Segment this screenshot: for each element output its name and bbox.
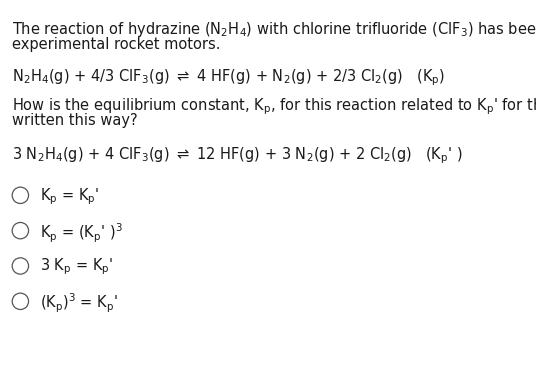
Text: How is the equilibrium constant, $\mathregular{K_p}$, for this reaction related : How is the equilibrium constant, $\mathr… [12, 97, 536, 117]
Text: 3 $\mathregular{N_2H_4}$(g) + 4 $\mathregular{ClF_3}$(g) $\rightleftharpoons$ 12: 3 $\mathregular{N_2H_4}$(g) + 4 $\mathre… [12, 145, 463, 166]
Text: written this way?: written this way? [12, 113, 137, 128]
Text: The reaction of hydrazine ($\mathregular{N_2H_4}$) with chlorine trifluoride ($\: The reaction of hydrazine ($\mathregular… [12, 20, 536, 39]
Text: $\mathregular{N_2H_4}$(g) + 4/3 $\mathregular{ClF_3}$(g) $\rightleftharpoons$ 4 : $\mathregular{N_2H_4}$(g) + 4/3 $\mathre… [12, 67, 445, 87]
Text: ($\mathregular{K_p}$)$^3$ = $\mathregular{K_p}$': ($\mathregular{K_p}$)$^3$ = $\mathregula… [40, 292, 118, 315]
Text: $\mathregular{K_p}$ = $\mathregular{K_p}$': $\mathregular{K_p}$ = $\mathregular{K_p}… [40, 186, 100, 206]
Text: $\mathregular{K_p}$ = ($\mathregular{K_p}$' )$^3$: $\mathregular{K_p}$ = ($\mathregular{K_p… [40, 221, 123, 245]
Text: experimental rocket motors.: experimental rocket motors. [12, 37, 220, 52]
Text: 3 $\mathregular{K_p}$ = $\mathregular{K_p}$': 3 $\mathregular{K_p}$ = $\mathregular{K_… [40, 257, 114, 277]
